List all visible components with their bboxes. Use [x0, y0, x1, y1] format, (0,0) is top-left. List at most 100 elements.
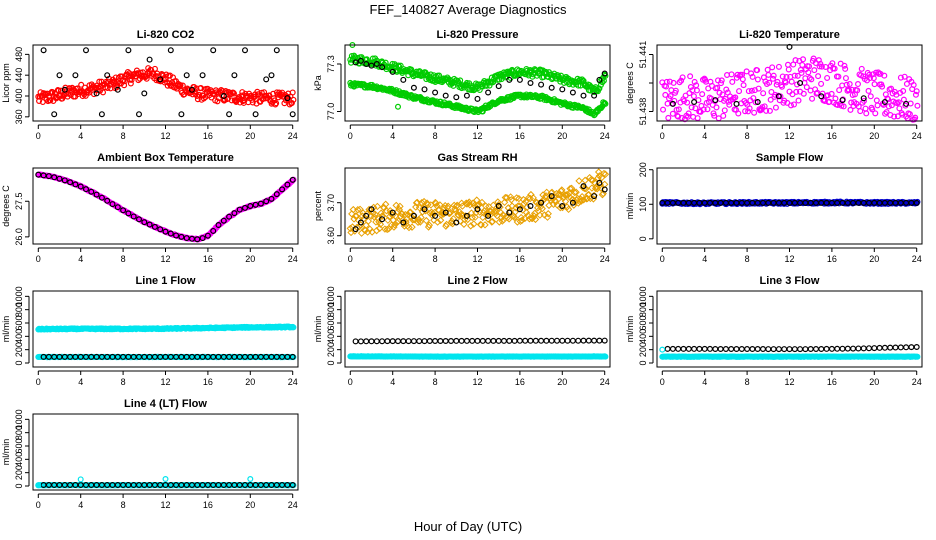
data-point: [740, 82, 747, 89]
data-point: [719, 91, 726, 98]
data-point: [786, 346, 793, 353]
data-point: [289, 111, 296, 118]
data-point: [146, 56, 153, 63]
x-tick-label: 0: [348, 131, 353, 141]
data-point: [230, 89, 237, 96]
y-tick-label: 0: [638, 360, 648, 365]
data-point: [854, 81, 861, 88]
data-point: [914, 102, 921, 109]
data-point: [659, 346, 666, 353]
x-tick-label: 8: [433, 254, 438, 264]
x-tick-label: 24: [288, 254, 298, 264]
x-tick-label: 4: [78, 254, 83, 264]
data-point: [85, 89, 92, 96]
series-line-cyan: [659, 353, 921, 360]
data-point: [748, 87, 755, 94]
panel-title: Line 2 Flow: [448, 275, 508, 287]
x-tick-label: 24: [288, 131, 298, 141]
y-axis: 77.077.3: [326, 55, 342, 120]
x-tick-label: 24: [912, 377, 922, 387]
data-point: [220, 93, 227, 100]
y-tick-label: 0: [14, 360, 24, 365]
y-tick-label: 0: [14, 483, 24, 488]
data-point: [912, 114, 919, 121]
x-tick-label: 20: [557, 131, 567, 141]
data-point: [818, 346, 825, 353]
data-point: [159, 71, 166, 78]
data-point: [40, 47, 47, 54]
data-point: [714, 84, 721, 91]
x-tick-label: 8: [121, 377, 126, 387]
data-point: [839, 345, 846, 352]
y-axis-label: ml/min: [1, 316, 11, 343]
data-point: [751, 109, 758, 116]
x-axis: 0 4 8 12 16 20 24: [348, 124, 610, 141]
x-tick-label: 0: [348, 377, 353, 387]
data-point: [691, 78, 698, 85]
data-point: [210, 47, 217, 54]
data-point: [687, 73, 694, 80]
data-point: [788, 78, 795, 85]
series-average: [352, 57, 608, 102]
data-point: [667, 92, 674, 99]
data-point: [678, 77, 685, 84]
data-point: [799, 61, 806, 68]
data-point: [745, 88, 752, 95]
data-point: [786, 88, 793, 95]
data-point: [231, 72, 238, 79]
data-point: [844, 345, 851, 352]
data-point: [779, 73, 786, 80]
data-point: [230, 90, 237, 97]
y-tick-label: 51.438: [638, 98, 648, 126]
data-point: [717, 346, 724, 353]
data-point: [421, 338, 428, 345]
data-point: [900, 88, 907, 95]
data-point: [800, 56, 807, 63]
data-point: [93, 90, 100, 97]
data-point: [881, 98, 888, 105]
data-point: [901, 73, 908, 80]
x-tick-label: 0: [660, 377, 665, 387]
data-point: [675, 345, 682, 352]
x-tick-label: 12: [160, 131, 170, 141]
data-point: [357, 338, 364, 345]
data-point: [271, 97, 278, 104]
data-point: [885, 103, 892, 110]
data-point: [268, 72, 275, 79]
data-point: [679, 74, 686, 81]
data-point: [767, 96, 774, 103]
data-point: [765, 71, 772, 78]
x-tick-label: 20: [557, 254, 567, 264]
x-tick-label: 4: [702, 254, 707, 264]
data-point: [239, 89, 246, 96]
data-point: [157, 76, 164, 83]
data-point: [96, 78, 103, 85]
data-point: [151, 65, 158, 72]
x-axis-title: Hour of Day (UTC): [414, 519, 522, 534]
x-axis: 0 4 8 12 16 20 24: [348, 370, 610, 387]
data-point: [591, 92, 598, 99]
data-point: [815, 73, 822, 80]
data-point: [818, 63, 825, 70]
data-point: [883, 109, 890, 116]
data-point: [596, 337, 603, 344]
data-point: [778, 83, 785, 90]
x-tick-label: 16: [827, 131, 837, 141]
data-point: [242, 47, 249, 54]
data-point: [591, 337, 598, 344]
data-point: [903, 344, 910, 351]
data-point: [680, 345, 687, 352]
x-tick-label: 0: [660, 131, 665, 141]
data-point: [506, 76, 513, 83]
data-point: [284, 95, 291, 102]
data-point: [522, 337, 529, 344]
data-point: [858, 65, 865, 72]
data-point: [674, 112, 681, 119]
data-point: [873, 97, 880, 104]
data-point: [474, 95, 481, 102]
data-point: [860, 95, 867, 102]
